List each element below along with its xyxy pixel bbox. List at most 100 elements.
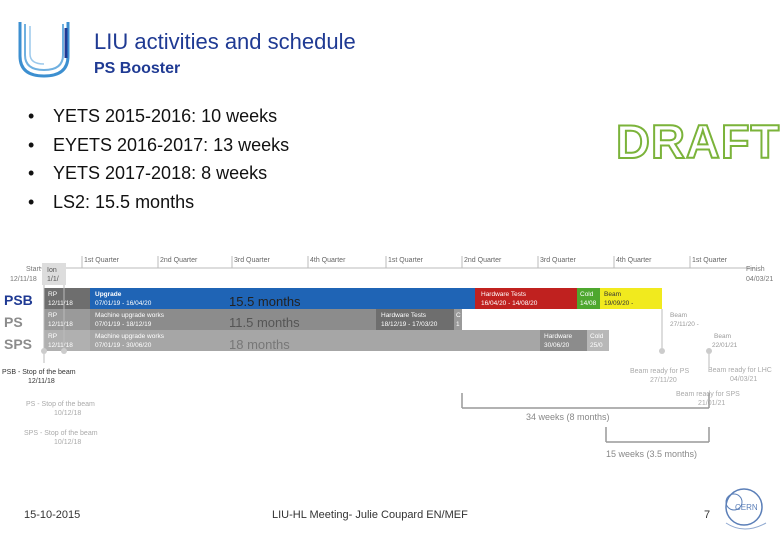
sps-cold-label: Cold	[590, 333, 604, 340]
ps-cold-date: 1	[456, 321, 460, 328]
sps-duration: 18 months	[229, 337, 290, 352]
milestone-markers	[41, 348, 712, 354]
ready-ps-label: Beam ready for PS	[630, 368, 689, 375]
psb-beam-bar	[600, 288, 662, 309]
sps-cold-bar	[587, 330, 609, 351]
psb-stop-date: 12/11/18	[28, 378, 55, 385]
sps-rp-label: RP	[48, 333, 57, 340]
ion-date: 1/1/	[47, 276, 59, 283]
finish-label: Finish	[746, 266, 765, 273]
psb-hw-tests-dates: 16/04/20 - 14/08/20	[481, 300, 538, 307]
cern-liu-logo	[14, 18, 76, 82]
quarter-label: 2nd Quarter	[160, 257, 198, 264]
ready-lhc-date: 04/03/21	[730, 376, 757, 383]
page-number: 7	[704, 509, 711, 521]
psb-hw-tests-label: Hardware Tests	[481, 291, 527, 298]
sps-cold-date: 25/0	[590, 342, 603, 349]
span-15-label: 15 weeks (3.5 months)	[606, 449, 697, 459]
ps-hw-tests-bar	[376, 309, 454, 330]
psb-rp-label: RP	[48, 291, 57, 298]
psb-duration: 15.5 months	[229, 294, 301, 309]
quarter-label: 1st Quarter	[84, 257, 120, 264]
ps-works-dates: 07/01/19 - 18/12/19	[95, 321, 152, 328]
bullet-list: • YETS 2015-2016: 10 weeks • EYETS 2016-20…	[28, 106, 289, 220]
psb-upgrade-dates: 07/01/19 - 16/04/20	[95, 300, 152, 307]
sps-hardware-label: Hardware	[544, 333, 573, 340]
bullet-dot: •	[28, 163, 35, 183]
milestone-dot	[659, 348, 665, 354]
milestone-dot	[61, 348, 67, 354]
quarter-label: 1st Quarter	[692, 257, 728, 264]
ready-lhc-label: Beam ready for LHC	[708, 367, 772, 374]
ps-cold-bar	[454, 309, 462, 330]
ps-cold-label: C	[456, 312, 461, 319]
ready-ps-date: 27/11/20	[650, 377, 677, 384]
bullet-dot: •	[28, 191, 35, 212]
psb-upgrade-bar	[90, 288, 475, 309]
span-15-bracket	[605, 427, 710, 443]
ps-rp-bar	[44, 309, 90, 330]
psb-cold-label: Cold	[580, 291, 594, 298]
bullet-dot: •	[28, 134, 35, 155]
bullet-item: • YETS 2015-2016: 10 weeks	[28, 106, 278, 126]
sps-works-dates: 07/01/19 - 30/06/20	[95, 342, 152, 349]
ps-beam-date: 27/11/20 -	[670, 321, 699, 328]
bullet-item: • LS2: 15.5 months	[28, 191, 195, 212]
ps-stop-label: PS - Stop of the beam	[26, 401, 95, 408]
ps-stop-date: 10/12/18	[54, 410, 81, 417]
footer-meeting: LIU-HL Meeting- Julie Coupard EN/MEF	[272, 509, 468, 521]
row-label-psb: PSB	[4, 292, 33, 308]
bullet-item: • YETS 2017-2018: 8 weeks	[28, 163, 268, 183]
ps-duration: 11.5 months	[229, 315, 300, 330]
milestone-dot	[41, 348, 47, 354]
ion-label: Ion	[47, 267, 57, 274]
sps-stop-label: SPS - Stop of the beam	[24, 430, 98, 437]
ready-sps-date: 21/01/21	[698, 400, 725, 407]
bullet-dot: •	[28, 106, 35, 126]
schedule-gantt: 1st Quarter 2nd Quarter 3rd Quarter 4th …	[0, 255, 780, 465]
finish-date: 04/03/21	[746, 276, 773, 283]
sps-works-label: Machine upgrade works	[95, 333, 165, 340]
cern-logo: CERN	[716, 485, 776, 537]
cern-logo-text: CERN	[735, 503, 758, 512]
ps-works-bar	[90, 309, 376, 330]
quarter-label: 4th Quarter	[616, 257, 652, 264]
draft-watermark: DRAFT	[615, 114, 780, 169]
psb-cold-date: 14/08	[580, 300, 597, 307]
ps-rp-label: RP	[48, 312, 57, 319]
start-label: Start	[26, 266, 41, 273]
psb-rp-date: 12/11/18	[48, 300, 73, 307]
start-date: 12/11/18	[10, 276, 37, 283]
span-34-label: 34 weeks (8 months)	[526, 412, 610, 422]
psb-upgrade-label: Upgrade	[95, 291, 122, 298]
row-label-ps: PS	[4, 314, 23, 330]
sps-stop-date: 10/12/18	[54, 439, 81, 446]
ps-hw-tests-label: Hardware Tests	[381, 312, 427, 319]
slide-subtitle: PS Booster	[94, 60, 181, 77]
ion-box	[42, 263, 66, 285]
quarter-label: 1st Quarter	[388, 257, 424, 264]
quarter-label: 2nd Quarter	[464, 257, 502, 264]
quarter-label: 3rd Quarter	[234, 257, 270, 264]
ready-sps-label: Beam ready for SPS	[676, 391, 740, 398]
psb-beam-label: Beam	[604, 291, 621, 298]
span-34-bracket	[461, 393, 710, 409]
quarter-label: 3rd Quarter	[540, 257, 576, 264]
psb-stop-label: PSB - Stop of the beam	[2, 369, 76, 376]
sps-rp-bar	[44, 330, 90, 351]
bullet-item: • EYETS 2016-2017: 13 weeks	[28, 134, 290, 155]
row-label-sps: SPS	[4, 336, 32, 352]
psb-cold-bar	[577, 288, 600, 309]
ps-hw-tests-dates: 18/12/19 - 17/03/20	[381, 321, 438, 328]
sps-hardware-date: 30/06/20	[544, 342, 570, 349]
sps-works-bar	[90, 330, 540, 351]
milestone-dot	[706, 348, 712, 354]
psb-hw-tests-bar	[475, 288, 577, 309]
ps-works-label: Machine upgrade works	[95, 312, 165, 319]
sps-beam-date: 22/01/21	[712, 342, 738, 349]
ps-beam-label: Beam	[670, 312, 687, 319]
psb-beam-date: 19/09/20 -	[604, 300, 633, 307]
ps-rp-date: 12/11/18	[48, 321, 73, 328]
psb-rp-bar	[44, 288, 90, 309]
sps-beam-label: Beam	[714, 333, 731, 340]
